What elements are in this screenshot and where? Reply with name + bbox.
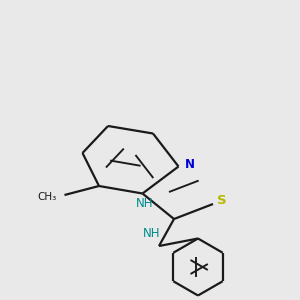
Text: NH: NH [143,227,161,240]
Text: CH₃: CH₃ [38,191,57,202]
Text: S: S [217,194,227,207]
Text: NH: NH [136,197,154,210]
Text: N: N [184,158,194,172]
